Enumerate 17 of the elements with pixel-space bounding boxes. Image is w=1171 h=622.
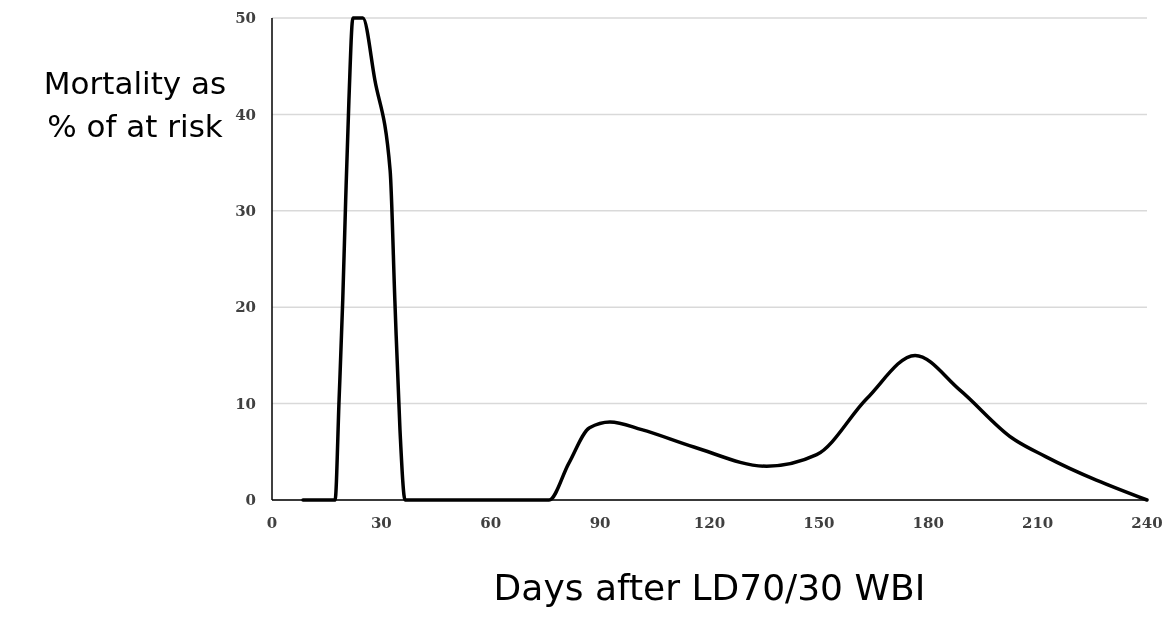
x-tick-label: 210 — [1021, 514, 1054, 532]
x-tick-label: 90 — [589, 514, 611, 532]
x-tick-label: 60 — [480, 514, 502, 532]
y-tick-label: 50 — [235, 9, 256, 28]
x-axis-title: Days after LD70/30 WBI — [493, 567, 926, 608]
x-tick-label: 30 — [370, 514, 392, 532]
y-tick-label: 10 — [235, 394, 256, 413]
x-tick-label: 120 — [693, 514, 726, 532]
x-tick-label: 180 — [912, 514, 944, 532]
x-tick-label: 150 — [803, 514, 835, 532]
x-tick-label: 240 — [1131, 514, 1163, 532]
y-tick-label: 20 — [235, 298, 256, 317]
y-tick-label: 40 — [235, 105, 256, 124]
x-tick-label: 0 — [266, 514, 278, 532]
y-tick-label: 0 — [245, 491, 256, 510]
y-tick-label: 30 — [235, 202, 256, 221]
y-axis-title: Mortality as % of at risk — [43, 65, 227, 144]
